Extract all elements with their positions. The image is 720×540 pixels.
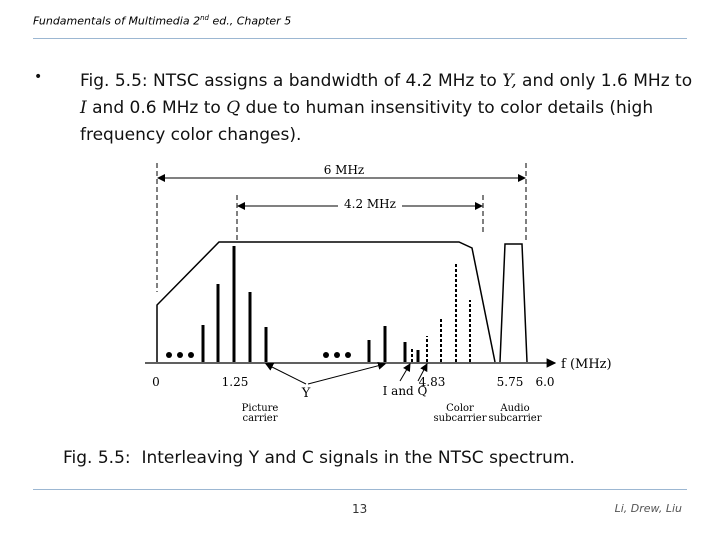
iq-pointer: [399, 363, 411, 382]
ellipsis-dot: [334, 352, 340, 358]
header-superscript: nd: [200, 14, 209, 22]
bullet-text-part: due to human insensitivity to color deta…: [80, 98, 654, 145]
iq-pointer: [417, 363, 428, 382]
var-y: Y,: [502, 71, 517, 91]
bullet-text-part: Fig. 5.5: NTSC assigns a bandwidth of 4.…: [80, 71, 503, 91]
span-42mhz-label: 4.2 MHz: [344, 197, 396, 211]
bullet-text-part: and 0.6 MHz to: [86, 98, 227, 118]
span-6mhz-bg: [318, 163, 370, 177]
axis-label: f (MHz): [561, 357, 612, 372]
label-y: Y: [301, 386, 311, 401]
span-42mhz-bg: [338, 196, 402, 210]
page-number: 13: [352, 502, 368, 516]
color-subcarrier-label: Color: [446, 403, 474, 414]
caption-text: Interleaving Y and C signals in the NTSC…: [130, 448, 575, 468]
bullet-text: Fig. 5.5: NTSC assigns a bandwidth of 4.…: [80, 68, 700, 149]
picture-carrier-label: carrier: [242, 413, 277, 424]
color-subcarrier-label: subcarrier: [434, 413, 487, 424]
slide-header: Fundamentals of Multimedia 2nd ed., Chap…: [33, 14, 291, 28]
tick-label-4-83: 4.83: [419, 375, 446, 389]
tick-label-6-0: 6.0: [535, 375, 554, 389]
tick-label-0: 0: [152, 375, 160, 389]
footer-rule: [33, 489, 687, 490]
picture-carrier-label: Picture: [242, 403, 279, 414]
ellipsis-dot: [188, 352, 194, 358]
audio-band-envelope: [499, 243, 528, 363]
ellipsis-dot: [323, 352, 329, 358]
ellipsis-dot: [166, 352, 172, 358]
tick-label-5-75: 5.75: [497, 375, 524, 389]
ellipsis-dot: [177, 352, 183, 358]
footer-authors: Li, Drew, Liu: [614, 502, 682, 515]
tick-label-1-25: 1.25: [222, 375, 249, 389]
var-q: Q: [226, 98, 241, 118]
ellipsis-dot: [345, 352, 351, 358]
y-pointer: [265, 363, 307, 385]
header-rule: [33, 38, 687, 39]
var-i: I: [80, 98, 87, 118]
header-title: Fundamentals of Multimedia 2: [33, 14, 201, 28]
audio-subcarrier-label: subcarrier: [489, 413, 542, 424]
video-band-envelope: [156, 241, 496, 363]
audio-subcarrier-label: Audio: [499, 403, 529, 414]
caption-label: Fig. 5.5:: [63, 448, 131, 468]
bullet-marker: •: [34, 69, 43, 85]
header-title-rest: ed., Chapter 5: [208, 14, 292, 28]
figure-caption: Fig. 5.5: Interleaving Y and C signals i…: [63, 448, 663, 468]
label-i-and-q: I and Q: [383, 384, 428, 398]
bullet-text-part: and only 1.6 MHz to: [516, 71, 693, 91]
y-pointer: [307, 361, 386, 385]
span-6mhz-label: 6 MHz: [324, 163, 365, 177]
